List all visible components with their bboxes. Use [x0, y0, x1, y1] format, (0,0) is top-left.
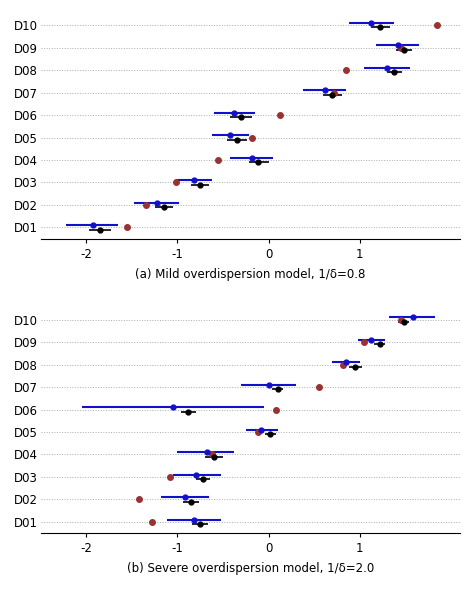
X-axis label: (a) Mild overdispersion model, 1/δ=0.8: (a) Mild overdispersion model, 1/δ=0.8	[135, 267, 365, 280]
X-axis label: (b) Severe overdispersion model, 1/δ=2.0: (b) Severe overdispersion model, 1/δ=2.0	[127, 562, 374, 575]
